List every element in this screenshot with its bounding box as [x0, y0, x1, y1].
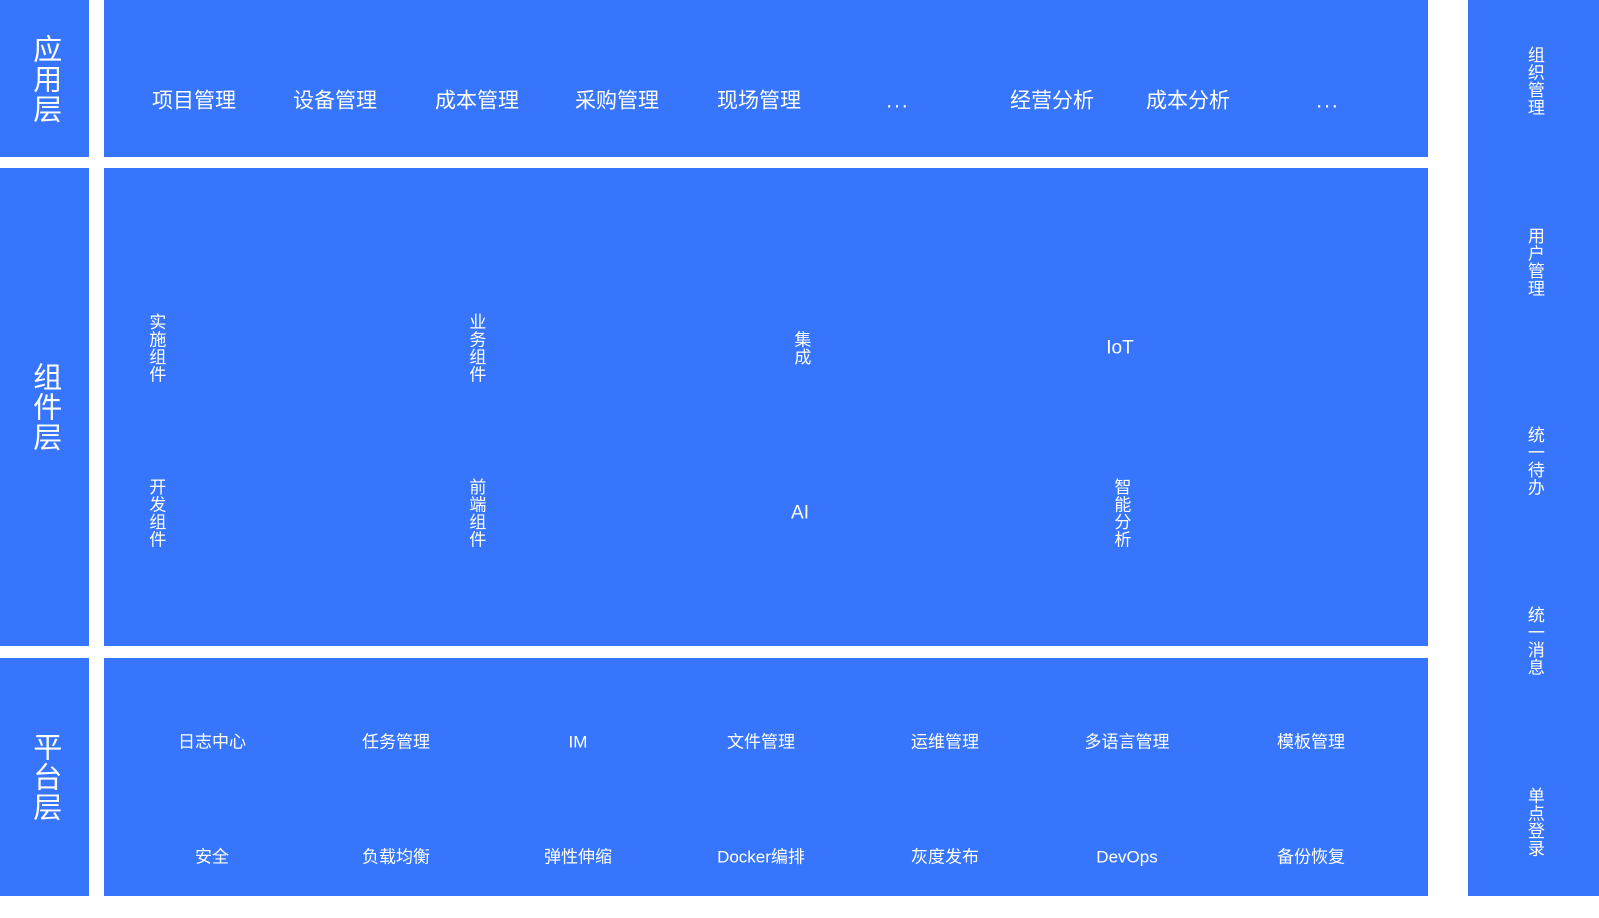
platform-multilingual-management[interactable]: 多语言管理 — [1084, 732, 1170, 752]
component-frontend[interactable]: 前端组件 — [465, 478, 486, 548]
component-iot-label: IoT — [1106, 337, 1134, 359]
component-intelligent-analysis-label: 智能分析 — [1111, 478, 1131, 548]
platform-layer-panel: 日志中心 任务管理 IM 文件管理 运维管理 多语言管理 模板管理 安全 负载均… — [104, 658, 1428, 896]
service-user-management[interactable]: 用户管理 — [1524, 227, 1544, 297]
layer-label-platform: 平台层 — [0, 658, 89, 896]
component-iot[interactable]: IoT — [1106, 339, 1133, 358]
app-item-procurement-management[interactable]: 采购管理 — [575, 89, 659, 113]
platform-ops-management[interactable]: 运维管理 — [911, 732, 979, 752]
platform-log-center[interactable]: 日志中心 — [178, 732, 246, 752]
layer-label-component: 组件层 — [0, 168, 89, 646]
app-item-site-management[interactable]: 现场管理 — [717, 89, 801, 113]
component-development[interactable]: 开发组件 — [145, 478, 166, 548]
platform-devops[interactable]: DevOps — [1096, 847, 1158, 867]
service-org-management[interactable]: 组织管理 — [1524, 46, 1544, 116]
component-implementation-label: 实施组件 — [146, 313, 166, 383]
app-item-business-analysis[interactable]: 经营分析 — [1010, 89, 1094, 113]
layer-label-platform-text: 平台层 — [28, 732, 61, 822]
app-item-project-management[interactable]: 项目管理 — [152, 89, 236, 113]
service-unified-todo[interactable]: 统一待办 — [1524, 426, 1544, 496]
platform-template-management[interactable]: 模板管理 — [1277, 732, 1345, 752]
app-item-cost-management[interactable]: 成本管理 — [435, 89, 519, 113]
component-business[interactable]: 业务组件 — [465, 313, 486, 383]
component-layer-panel: 实施组件 业务组件 集成 IoT 开发组件 前端组件 AI 智能分析 — [104, 168, 1428, 646]
app-item-equipment-management[interactable]: 设备管理 — [293, 89, 377, 113]
component-ai-label: AI — [791, 502, 809, 524]
service-unified-message[interactable]: 统一消息 — [1524, 606, 1544, 676]
component-business-label: 业务组件 — [466, 313, 486, 383]
component-frontend-label: 前端组件 — [466, 478, 486, 548]
app-item-ellipsis-left: ... — [886, 89, 910, 113]
platform-load-balancing[interactable]: 负载均衡 — [362, 847, 430, 867]
platform-backup-recovery[interactable]: 备份恢复 — [1277, 847, 1345, 867]
services-sidebar: 组织管理 用户管理 统一待办 统一消息 单点登录 — [1468, 0, 1599, 896]
platform-grayscale-release[interactable]: 灰度发布 — [911, 847, 979, 867]
component-intelligent-analysis[interactable]: 智能分析 — [1110, 478, 1131, 548]
service-single-sign-on[interactable]: 单点登录 — [1524, 787, 1544, 857]
component-integration-label: 集成 — [791, 330, 811, 366]
platform-security[interactable]: 安全 — [195, 847, 229, 867]
platform-docker-orchestration[interactable]: Docker编排 — [717, 847, 805, 867]
application-layer-panel: 项目管理 设备管理 成本管理 采购管理 现场管理 ... 经营分析 成本分析 .… — [104, 0, 1428, 157]
component-development-label: 开发组件 — [146, 478, 166, 548]
layer-label-component-text: 组件层 — [28, 362, 61, 452]
component-integration[interactable]: 集成 — [790, 330, 811, 366]
layer-label-application: 应用层 — [0, 0, 89, 157]
platform-task-management[interactable]: 任务管理 — [362, 732, 430, 752]
platform-elastic-scaling[interactable]: 弹性伸缩 — [544, 847, 612, 867]
app-item-ellipsis-right: ... — [1316, 89, 1340, 113]
application-layer-items: 项目管理 设备管理 成本管理 采购管理 现场管理 ... 经营分析 成本分析 .… — [104, 0, 1428, 157]
app-item-cost-analysis[interactable]: 成本分析 — [1146, 89, 1230, 113]
component-ai[interactable]: AI — [791, 504, 809, 523]
platform-im[interactable]: IM — [568, 732, 588, 752]
component-implementation[interactable]: 实施组件 — [145, 313, 166, 383]
platform-file-management[interactable]: 文件管理 — [727, 732, 795, 752]
layer-label-application-text: 应用层 — [28, 33, 61, 124]
